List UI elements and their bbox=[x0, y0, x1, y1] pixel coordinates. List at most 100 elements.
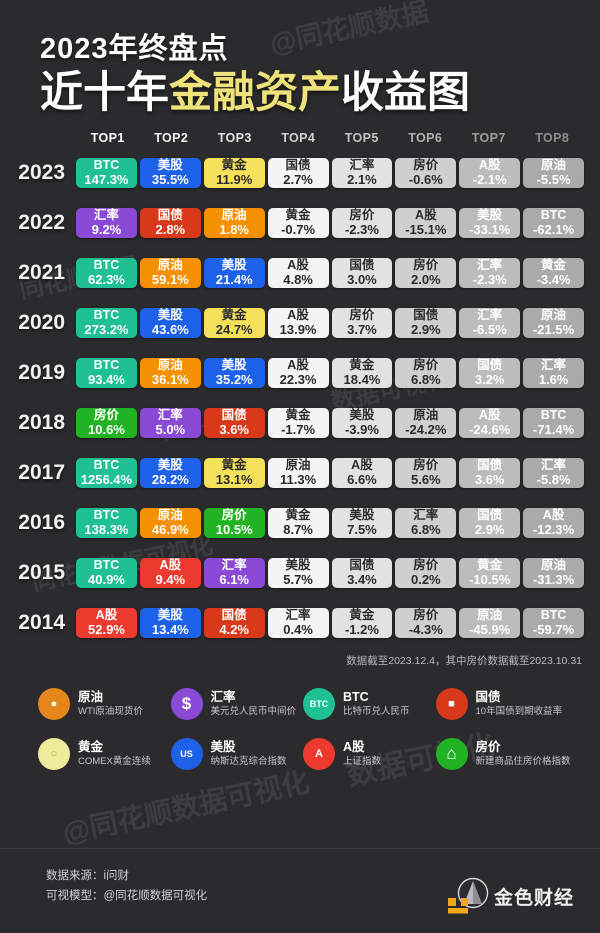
rank-cell[interactable]: 汇率 6.1% bbox=[203, 558, 265, 589]
rank-cell[interactable]: BTC 273.2% bbox=[76, 308, 137, 339]
rank-cell[interactable]: BTC -62.1% bbox=[523, 208, 584, 239]
cell-return-value: -3.9% bbox=[344, 422, 379, 438]
rank-cell[interactable]: 国债 4.2% bbox=[203, 608, 265, 639]
cell-return-value: -31.3% bbox=[532, 572, 575, 588]
rank-cell[interactable]: A股 -24.6% bbox=[459, 408, 521, 439]
rank-cell[interactable]: A股 4.8% bbox=[267, 258, 329, 289]
rank-cell[interactable]: 黄金 -0.7% bbox=[267, 208, 329, 239]
rank-cell[interactable]: A股 -15.1% bbox=[395, 208, 457, 239]
rank-cell[interactable]: 国债 3.0% bbox=[331, 258, 393, 289]
rank-cell[interactable]: 原油 46.9% bbox=[139, 508, 201, 539]
rank-cell[interactable]: 汇率 2.1% bbox=[331, 158, 393, 189]
rank-cell[interactable]: A股 -12.3% bbox=[523, 508, 584, 539]
rank-cell[interactable]: 美股 5.7% bbox=[267, 558, 329, 589]
cell-return-value: -0.7% bbox=[281, 222, 316, 238]
legend-asset-name: 美股 bbox=[210, 740, 236, 755]
legend-asset-name: 汇率 bbox=[210, 690, 236, 705]
rank-cell[interactable]: 房价 2.0% bbox=[395, 258, 457, 289]
rank-cell[interactable]: 房价 0.2% bbox=[395, 558, 457, 589]
rank-cell[interactable]: 汇率 1.6% bbox=[523, 358, 584, 389]
cell-asset-name: 汇率 bbox=[541, 458, 567, 473]
column-header-top6: TOP6 bbox=[408, 131, 443, 146]
rank-cell[interactable]: 美股 35.2% bbox=[203, 358, 265, 389]
rank-cell[interactable]: BTC -71.4% bbox=[523, 408, 584, 439]
rank-cell[interactable]: 美股 21.4% bbox=[203, 258, 265, 289]
rank-cell[interactable]: 国债 2.9% bbox=[459, 508, 521, 539]
rank-cell[interactable]: 黄金 -1.2% bbox=[331, 608, 393, 639]
rank-cell[interactable]: A股 -2.1% bbox=[459, 158, 521, 189]
rank-cell[interactable]: 黄金 -1.7% bbox=[267, 408, 329, 439]
row-year-label: 2021 bbox=[18, 261, 65, 285]
rank-cell[interactable]: A股 9.4% bbox=[139, 558, 201, 589]
rank-cell[interactable]: 原油 -45.9% bbox=[459, 608, 521, 639]
rank-cell[interactable]: A股 22.3% bbox=[267, 358, 329, 389]
rank-cell[interactable]: BTC 62.3% bbox=[76, 258, 137, 289]
cell-asset-name: 房价 bbox=[413, 458, 439, 473]
rank-cell[interactable]: BTC 138.3% bbox=[76, 508, 137, 539]
rank-cell[interactable]: 汇率 9.2% bbox=[76, 208, 137, 239]
rank-cell[interactable]: BTC 147.3% bbox=[76, 158, 137, 189]
rank-cell[interactable]: 原油 -24.2% bbox=[395, 408, 457, 439]
rank-cell[interactable]: 美股 28.2% bbox=[139, 458, 201, 489]
rank-cell[interactable]: 房价 -4.3% bbox=[395, 608, 457, 639]
rank-cell[interactable]: 黄金 -10.5% bbox=[459, 558, 521, 589]
rank-cell[interactable]: BTC 1256.4% bbox=[76, 458, 137, 489]
rank-cell[interactable]: 汇率 -5.8% bbox=[523, 458, 584, 489]
rank-cell[interactable]: 黄金 11.9% bbox=[203, 158, 265, 189]
rank-cell[interactable]: 原油 11.3% bbox=[267, 458, 329, 489]
rank-cell[interactable]: A股 13.9% bbox=[267, 308, 329, 339]
table-row: 2015 BTC 40.9% A股 9.4% 汇率 6.1% 美股 5.7% 国债 3.4% 房价 0.… bbox=[0, 550, 584, 596]
row-year-label: 2015 bbox=[18, 561, 65, 585]
rank-cell[interactable]: 房价 10.5% bbox=[203, 508, 265, 539]
rank-cell[interactable]: A股 52.9% bbox=[76, 608, 137, 639]
oil-drop-icon: ● bbox=[38, 688, 70, 721]
cell-return-value: 2.8% bbox=[155, 222, 186, 238]
cell-asset-name: 房价 bbox=[413, 558, 439, 573]
rank-cell[interactable]: 美股 35.5% bbox=[139, 158, 201, 189]
rank-cell[interactable]: 黄金 24.7% bbox=[203, 308, 265, 339]
rank-cell[interactable]: 美股 43.6% bbox=[139, 308, 201, 339]
column-header-top4: TOP4 bbox=[281, 131, 316, 146]
rank-cell[interactable]: 房价 -0.6% bbox=[395, 158, 457, 189]
rank-cell[interactable]: 原油 1.8% bbox=[203, 208, 265, 239]
row-cells: BTC 62.3% 原油 59.1% 美股 21.4% A股 4.8% 国债 3.0% 房价 2.0%… bbox=[76, 258, 584, 289]
rank-cell[interactable]: 美股 7.5% bbox=[331, 508, 393, 539]
rank-cell[interactable]: 黄金 18.4% bbox=[331, 358, 393, 389]
rank-cell[interactable]: 汇率 -2.3% bbox=[459, 258, 521, 289]
rank-cell[interactable]: 国债 2.8% bbox=[139, 208, 201, 239]
rank-cell[interactable]: 原油 -31.3% bbox=[523, 558, 584, 589]
rank-cell[interactable]: 国债 3.6% bbox=[203, 408, 265, 439]
rank-cell[interactable]: 原油 -21.5% bbox=[523, 308, 584, 339]
rank-cell[interactable]: 汇率 -6.5% bbox=[459, 308, 521, 339]
rank-cell[interactable]: BTC 93.4% bbox=[76, 358, 137, 389]
rank-cell[interactable]: 房价 10.6% bbox=[76, 408, 137, 439]
rank-cell[interactable]: 房价 -2.3% bbox=[331, 208, 393, 239]
rank-cell[interactable]: 原油 59.1% bbox=[139, 258, 201, 289]
rank-cell[interactable]: 原油 -5.5% bbox=[523, 158, 584, 189]
cell-asset-name: BTC bbox=[93, 458, 120, 473]
rank-cell[interactable]: 国债 2.9% bbox=[395, 308, 457, 339]
rank-cell[interactable]: 国债 3.2% bbox=[459, 358, 521, 389]
rank-cell[interactable]: 原油 36.1% bbox=[139, 358, 201, 389]
rank-cell[interactable]: 美股 -33.1% bbox=[459, 208, 521, 239]
rank-cell[interactable]: 汇率 0.4% bbox=[267, 608, 329, 639]
rank-cell[interactable]: BTC -59.7% bbox=[523, 608, 584, 639]
rank-cell[interactable]: 国债 3.4% bbox=[331, 558, 393, 589]
cell-return-value: -71.4% bbox=[532, 422, 575, 438]
rank-cell[interactable]: 房价 6.8% bbox=[395, 358, 457, 389]
legend-item: ○ 黄金 COMEX黄金连续 bbox=[38, 729, 171, 779]
rank-cell[interactable]: 美股 13.4% bbox=[139, 608, 201, 639]
legend-asset-desc: 10年国债到期收益率 bbox=[475, 705, 563, 717]
rank-cell[interactable]: 国债 2.7% bbox=[267, 158, 329, 189]
rank-cell[interactable]: 黄金 13.1% bbox=[203, 458, 265, 489]
rank-cell[interactable]: BTC 40.9% bbox=[76, 558, 137, 589]
rank-cell[interactable]: 美股 -3.9% bbox=[331, 408, 393, 439]
rank-cell[interactable]: A股 6.6% bbox=[331, 458, 393, 489]
rank-cell[interactable]: 国债 3.6% bbox=[459, 458, 521, 489]
rank-cell[interactable]: 汇率 6.8% bbox=[395, 508, 457, 539]
rank-cell[interactable]: 房价 3.7% bbox=[331, 308, 393, 339]
rank-cell[interactable]: 汇率 5.0% bbox=[139, 408, 201, 439]
rank-cell[interactable]: 黄金 8.7% bbox=[267, 508, 329, 539]
rank-cell[interactable]: 黄金 -3.4% bbox=[523, 258, 584, 289]
rank-cell[interactable]: 房价 5.6% bbox=[395, 458, 457, 489]
